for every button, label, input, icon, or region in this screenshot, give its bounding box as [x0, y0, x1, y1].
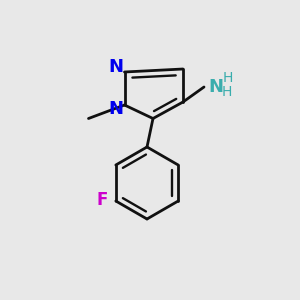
Text: N: N: [108, 58, 123, 76]
Text: H: H: [222, 71, 233, 85]
Text: N: N: [108, 100, 123, 118]
Text: F: F: [97, 191, 108, 209]
Text: H: H: [221, 85, 232, 98]
Text: N: N: [208, 78, 224, 96]
